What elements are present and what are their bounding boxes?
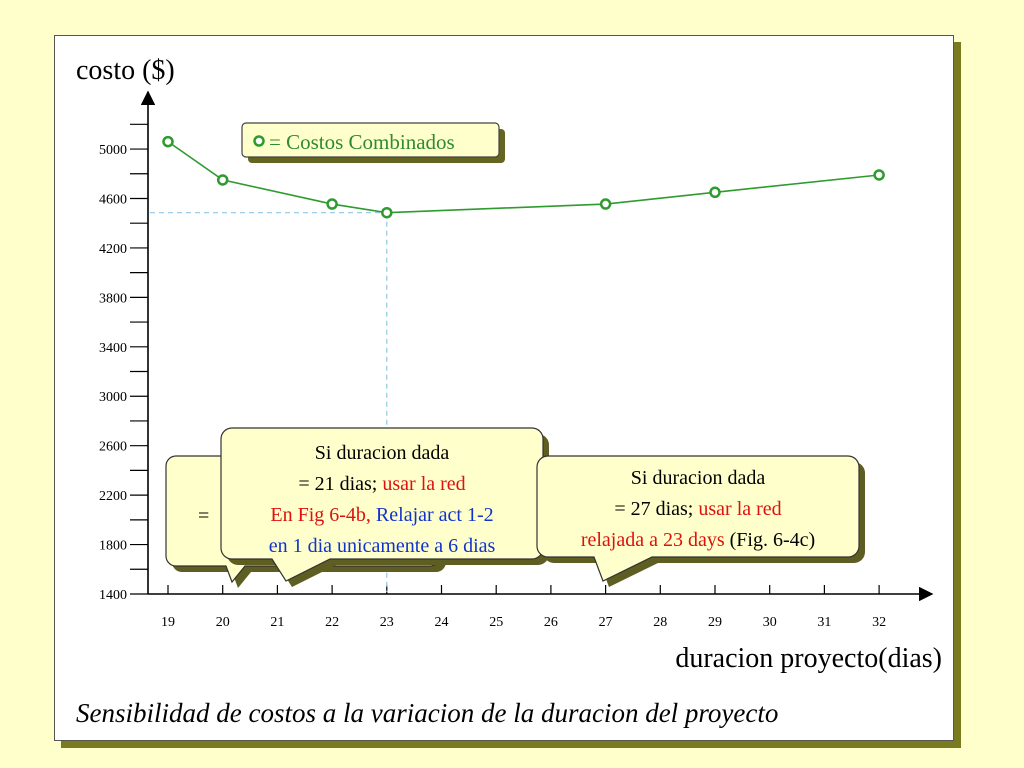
callout-text-segment: En Fig 6-4b, bbox=[270, 504, 376, 526]
x-ticks: 19 20 21 22 23 24 25 26 27 28 29 30 31 32 bbox=[161, 585, 886, 630]
data-point bbox=[709, 186, 721, 199]
callout-21-dias: Si duracion dada = 21 dias; usar la red En… bbox=[220, 427, 549, 587]
y-tick-label: 2200 bbox=[99, 489, 127, 504]
legend: = Costos Combinados bbox=[241, 122, 505, 163]
callout-back-text: = bbox=[198, 505, 209, 527]
callout-27-dias: Si duracion dada = 27 dias; usar la red re… bbox=[536, 455, 865, 587]
data-point bbox=[162, 135, 174, 148]
legend-marker bbox=[253, 135, 265, 147]
x-tick-label: 27 bbox=[599, 615, 613, 630]
x-tick-label: 20 bbox=[216, 615, 230, 630]
callout-text-segment: = 21 dias; bbox=[298, 473, 382, 495]
x-tick-label: 22 bbox=[325, 615, 339, 630]
chart-caption: Sensibilidad de costos a la variacion de… bbox=[76, 698, 778, 728]
data-point bbox=[599, 198, 612, 210]
y-tick-label: 1400 bbox=[99, 588, 127, 603]
callout-text-segment: relajada a 23 days bbox=[581, 529, 730, 551]
x-axis-title: duracion proyecto(dias) bbox=[675, 643, 942, 674]
y-tick-label: 3400 bbox=[99, 341, 127, 356]
x-tick-label: 29 bbox=[708, 615, 722, 630]
x-tick-label: 30 bbox=[763, 615, 777, 630]
legend-box bbox=[241, 122, 500, 158]
data-point bbox=[216, 174, 229, 186]
x-tick-label: 24 bbox=[435, 615, 449, 630]
data-point bbox=[381, 206, 393, 219]
x-tick-label: 23 bbox=[380, 615, 394, 630]
y-tick-label: 1800 bbox=[99, 539, 127, 554]
x-tick-label: 21 bbox=[270, 615, 284, 630]
y-tick-label: 5000 bbox=[99, 143, 127, 158]
x-tick-label: 32 bbox=[872, 615, 886, 630]
y-tick-label: 4200 bbox=[99, 242, 127, 257]
data-point bbox=[873, 169, 885, 181]
data-point bbox=[326, 198, 338, 210]
callout-text-segment: Si duracion dada bbox=[315, 442, 450, 464]
callout-text-segment: Si duracion dada bbox=[631, 467, 766, 489]
series-combined-costs bbox=[162, 135, 885, 219]
callout-text-segment: = 27 dias; bbox=[614, 498, 698, 520]
y-tick-label: 2600 bbox=[99, 440, 127, 455]
x-tick-label: 25 bbox=[489, 615, 503, 630]
callout-21-dias-text: Si duracion dada = 21 dias; usar la red En… bbox=[269, 442, 496, 557]
callout-text-segment: (Fig. 6-4c) bbox=[730, 529, 816, 551]
callouts: = Si duracion dada = 21 dias; usar la red… bbox=[165, 427, 865, 588]
y-ticks: 1400 1800 2200 2600 3000 3400 3800 4200 4600 5000 bbox=[99, 123, 148, 603]
y-axis-title: costo ($) bbox=[76, 55, 175, 86]
legend-label: = Costos Combinados bbox=[269, 130, 455, 154]
callout-text-segment: usar la red bbox=[698, 498, 781, 520]
y-tick-label: 3800 bbox=[99, 291, 127, 306]
callout-27-dias-text: Si duracion dada = 27 dias; usar la red re… bbox=[581, 467, 815, 551]
x-tick-label: 28 bbox=[653, 615, 667, 630]
x-tick-label: 26 bbox=[544, 615, 558, 630]
y-tick-label: 4600 bbox=[99, 192, 127, 207]
y-tick-label: 3000 bbox=[99, 390, 127, 405]
x-tick-label: 19 bbox=[161, 615, 175, 630]
callout-text-segment: usar la red bbox=[382, 473, 465, 495]
axes bbox=[140, 90, 934, 602]
callout-text-segment: en 1 dia unicamente a 6 dias bbox=[269, 535, 496, 557]
callout-text-segment: Relajar act 1-2 bbox=[376, 504, 494, 526]
x-tick-label: 31 bbox=[817, 615, 831, 630]
